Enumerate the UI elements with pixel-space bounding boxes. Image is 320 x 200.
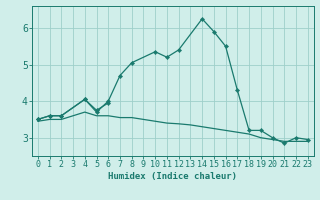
X-axis label: Humidex (Indice chaleur): Humidex (Indice chaleur) [108, 172, 237, 181]
